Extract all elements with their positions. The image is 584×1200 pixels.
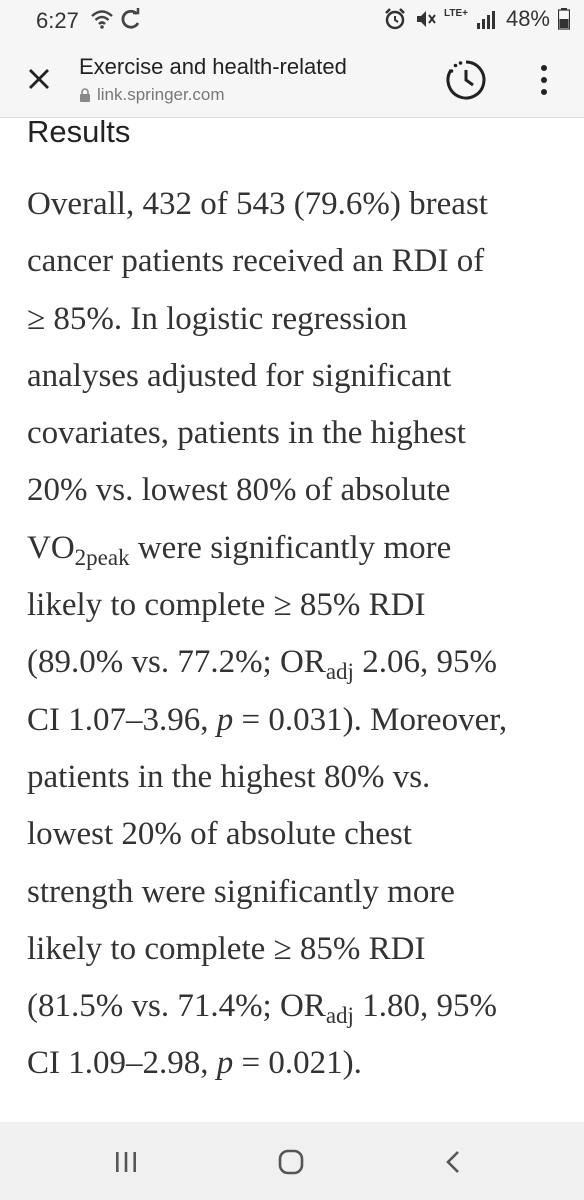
battery-percent: 48% xyxy=(505,6,550,31)
sync-icon xyxy=(121,8,140,29)
paragraph-line: likely to complete ≥ 85% RDI xyxy=(27,930,426,967)
timer-icon xyxy=(446,60,486,100)
back-button[interactable] xyxy=(433,1142,473,1182)
status-time: 6:27 xyxy=(36,8,79,33)
lock-icon xyxy=(80,87,90,102)
page-title: Exercise and health-related xyxy=(79,54,347,79)
mute-icon xyxy=(416,11,436,27)
section-heading: Results xyxy=(27,114,131,149)
paragraph-line: (81.5% vs. 71.4%; ORadj 1.80, 95% xyxy=(27,988,497,1029)
italic-p: p xyxy=(216,701,234,738)
paragraph-line: covariates, patients in the highest xyxy=(27,415,466,452)
timer-button[interactable] xyxy=(443,57,489,103)
close-button[interactable] xyxy=(20,60,58,98)
paragraph-line: likely to complete ≥ 85% RDI xyxy=(27,587,426,624)
wifi-icon xyxy=(91,10,113,29)
paragraph-line: Overall, 432 of 543 (79.6%) breast xyxy=(27,186,488,222)
italic-p: p xyxy=(216,1045,234,1082)
page-url[interactable]: link.springer.com xyxy=(79,85,225,105)
more-vert-icon xyxy=(541,65,547,71)
battery-icon xyxy=(558,8,570,30)
alarm-icon xyxy=(385,8,405,30)
paragraph-line: analyses adjusted for significant xyxy=(27,357,452,394)
recents-button[interactable] xyxy=(106,1142,146,1182)
paragraph-line: CI 1.07–3.96, p = 0.031). Moreover, xyxy=(27,701,508,738)
paragraph-line: CI 1.09–2.98, p = 0.021). xyxy=(27,1045,362,1082)
close-icon xyxy=(29,69,49,89)
paragraph-line: (89.0% vs. 77.2%; ORadj 2.06, 95% xyxy=(27,644,497,685)
article-content[interactable]: Results Overall, 432 of 543 (79.6%) brea… xyxy=(0,110,584,1122)
status-bar: 6:27 LTE+ 48% xyxy=(0,0,584,40)
paragraph-line: strength were significantly more xyxy=(27,873,455,910)
home-button[interactable] xyxy=(271,1142,311,1182)
paragraph-line: ≥ 85%. In logistic regression xyxy=(27,300,408,337)
results-paragraph: Overall, 432 of 543 (79.6%) breast cancer… xyxy=(27,176,567,1093)
paragraph-line: lowest 20% of absolute chest xyxy=(27,816,412,853)
subscript: adj xyxy=(325,1003,354,1029)
navigation-bar xyxy=(0,1122,584,1200)
paragraph-line: patients in the highest 80% vs. xyxy=(27,758,431,795)
subscript: 2peak xyxy=(74,544,130,570)
signal-icon xyxy=(476,11,495,29)
back-icon xyxy=(446,1151,459,1173)
network-badge: LTE+ xyxy=(443,8,468,19)
paragraph-line: VO2peak were significantly more xyxy=(27,529,452,570)
paragraph-line: cancer patients received an RDI of xyxy=(27,243,485,280)
paragraph-line: 20% vs. lowest 80% of absolute xyxy=(27,472,451,509)
url-text: link.springer.com xyxy=(97,85,225,104)
home-icon xyxy=(278,1149,304,1175)
more-options-button[interactable] xyxy=(533,62,555,98)
custom-tab-toolbar: Exercise and health-related link.springe… xyxy=(0,40,584,118)
subscript: adj xyxy=(325,659,354,685)
recents-icon xyxy=(116,1152,136,1172)
